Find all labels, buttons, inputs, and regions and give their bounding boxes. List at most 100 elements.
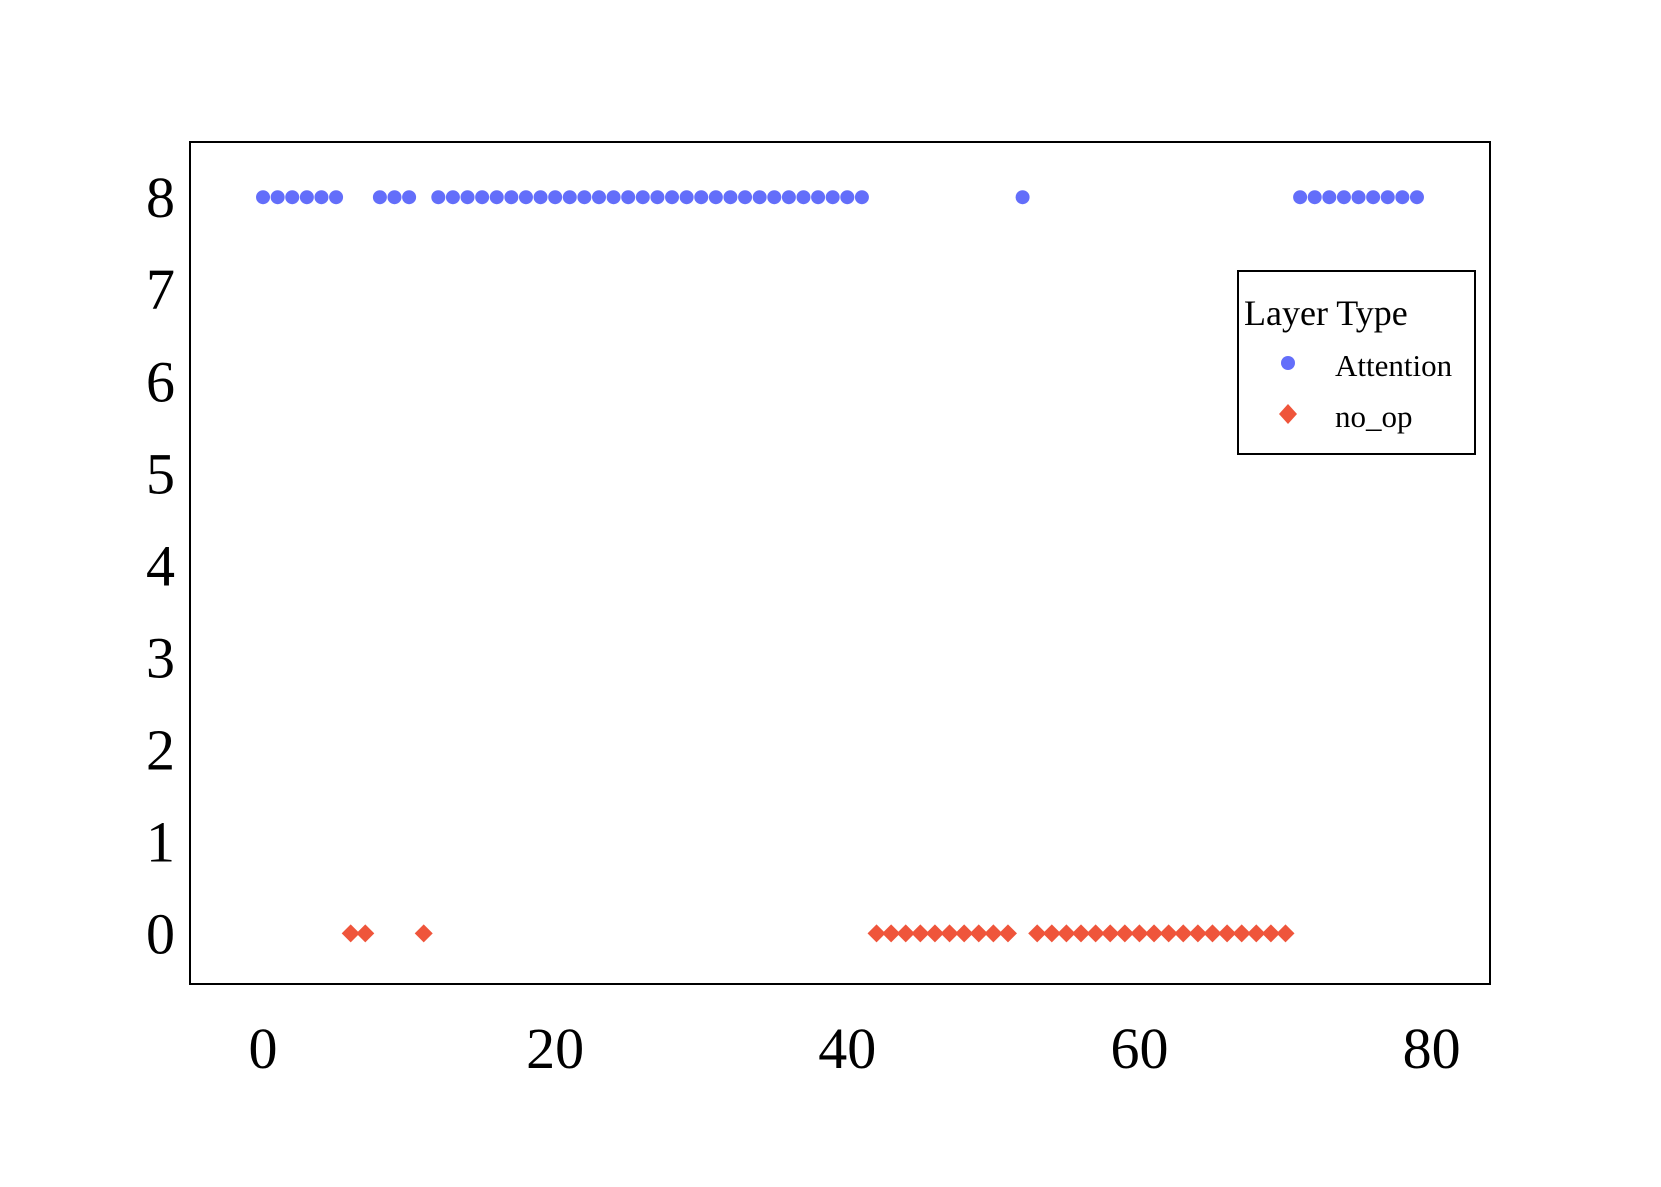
no-op-point (1042, 924, 1061, 943)
legend-title: Layer Type (1244, 293, 1408, 333)
y-tick-label: 5 (146, 441, 175, 506)
no-op-point (1203, 924, 1222, 943)
no-op-point (1028, 924, 1047, 943)
attention-point (475, 190, 490, 205)
y-tick-label: 2 (146, 717, 175, 782)
attention-point (781, 190, 796, 205)
attention-point (1366, 190, 1381, 205)
legend-item-no-op[interactable]: no_op (1279, 399, 1413, 434)
attention-point (314, 190, 329, 205)
attention-point (708, 190, 723, 205)
no-op-point (1130, 924, 1149, 943)
attention-point (694, 190, 709, 205)
attention-point (679, 190, 694, 205)
attention-point (562, 190, 577, 205)
legend-marker-attention (1281, 356, 1295, 370)
attention-point (431, 190, 446, 205)
attention-point (606, 190, 621, 205)
no-op-point (1145, 924, 1164, 943)
no-op-point (1261, 924, 1280, 943)
attention-point (1307, 190, 1322, 205)
attention-point (329, 190, 344, 205)
legend-label-no-op: no_op (1335, 399, 1413, 434)
attention-point (650, 190, 665, 205)
attention-point (752, 190, 767, 205)
attention-point (854, 190, 869, 205)
legend-label-attention: Attention (1335, 348, 1453, 383)
attention-point (811, 190, 826, 205)
attention-point (1409, 190, 1424, 205)
x-tick-label: 40 (818, 1016, 876, 1081)
attention-point (1395, 190, 1410, 205)
no-op-point (940, 924, 959, 943)
no-op-point (1188, 924, 1207, 943)
attention-point (1336, 190, 1351, 205)
no-op-point (911, 924, 930, 943)
attention-point (387, 190, 402, 205)
attention-point (299, 190, 314, 205)
no-op-point (1086, 924, 1105, 943)
legend-box (1237, 270, 1476, 455)
attention-point (1380, 190, 1395, 205)
y-tick-label: 7 (146, 257, 175, 322)
attention-point (635, 190, 650, 205)
no-op-point (1276, 924, 1295, 943)
no-op-point (1218, 924, 1237, 943)
attention-point (1293, 190, 1308, 205)
attention-point (489, 190, 504, 205)
no-op-point (356, 924, 375, 943)
attention-point (738, 190, 753, 205)
attention-point (1015, 190, 1030, 205)
no-op-point (867, 924, 886, 943)
legend-item-attention[interactable]: Attention (1281, 348, 1453, 383)
no-op-point (1057, 924, 1076, 943)
attention-point (1322, 190, 1337, 205)
attention-point (270, 190, 285, 205)
no-op-point (882, 924, 901, 943)
no-op-point (414, 924, 433, 943)
no-op-point (1174, 924, 1193, 943)
attention-point (518, 190, 533, 205)
attention-point (402, 190, 417, 205)
no-op-point (998, 924, 1017, 943)
attention-point (665, 190, 680, 205)
no-op-point (1232, 924, 1251, 943)
plot-area-frame (189, 141, 1491, 985)
no-op-point (984, 924, 1003, 943)
attention-point (1351, 190, 1366, 205)
x-tick-label: 20 (526, 1016, 584, 1081)
attention-point (796, 190, 811, 205)
attention-point (256, 190, 271, 205)
attention-point (285, 190, 300, 205)
attention-point (621, 190, 636, 205)
attention-point (591, 190, 606, 205)
attention-point (577, 190, 592, 205)
y-tick-label: 4 (146, 533, 175, 598)
attention-point (767, 190, 782, 205)
attention-point (460, 190, 475, 205)
y-tick-label: 3 (146, 625, 175, 690)
attention-point (372, 190, 387, 205)
no-op-point (925, 924, 944, 943)
data-points (256, 190, 1424, 943)
x-tick-label: 60 (1110, 1016, 1168, 1081)
attention-point (533, 190, 548, 205)
legend[interactable]: Layer Type Attention no_op (1237, 270, 1476, 455)
attention-point (723, 190, 738, 205)
x-tick-label: 0 (249, 1016, 278, 1081)
x-tick-label: 80 (1403, 1016, 1461, 1081)
no-op-point (341, 924, 360, 943)
y-axis-ticks: 0 1 2 3 4 5 6 7 8 (146, 165, 175, 966)
no-op-point (1072, 924, 1091, 943)
no-op-point (1247, 924, 1266, 943)
no-op-point (1101, 924, 1120, 943)
legend-marker-no-op (1279, 404, 1297, 424)
x-axis-ticks: 0 20 40 60 80 (249, 1016, 1461, 1081)
attention-point (548, 190, 563, 205)
y-tick-label: 6 (146, 349, 175, 414)
attention-point (825, 190, 840, 205)
attention-point (840, 190, 855, 205)
no-op-point (896, 924, 915, 943)
no-op-point (1159, 924, 1178, 943)
